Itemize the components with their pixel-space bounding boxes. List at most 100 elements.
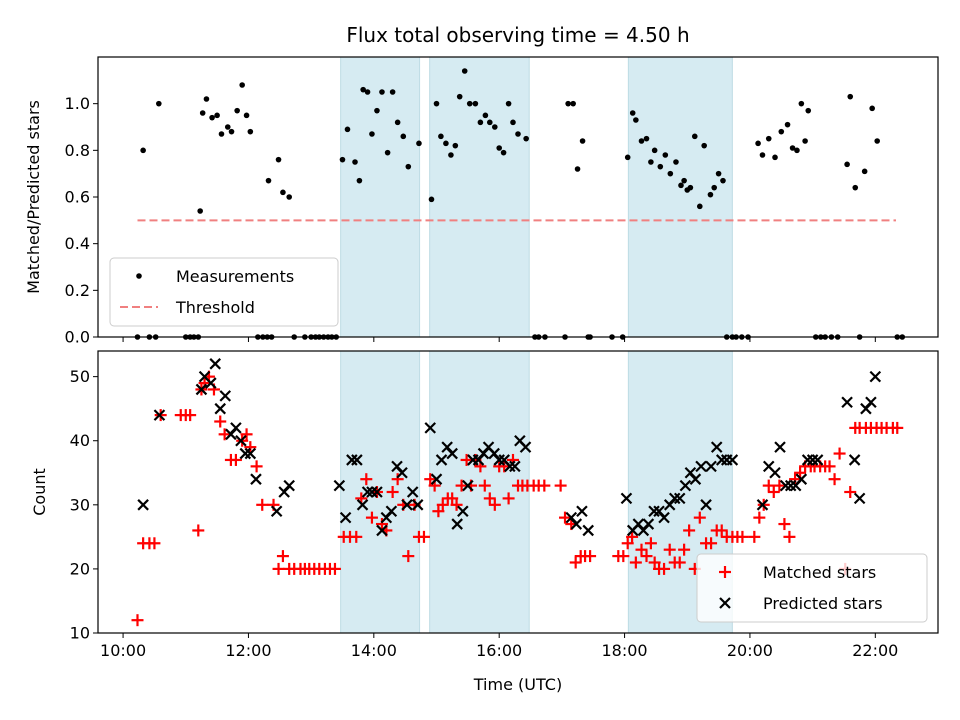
matched-star-point xyxy=(748,530,761,543)
predicted-star-point xyxy=(385,505,398,518)
predicted-star-point xyxy=(700,499,712,511)
matched-star-point xyxy=(450,498,463,511)
matched-star-point xyxy=(478,479,491,492)
predicted-star-point xyxy=(806,454,819,466)
ratio-ylabel: Matched/Predicted stars xyxy=(24,100,43,294)
matched-star-point xyxy=(683,524,696,537)
matched-star-point xyxy=(559,511,572,524)
predicted-star-point xyxy=(424,422,437,434)
ratio-legend-box xyxy=(109,257,339,327)
measurement-point xyxy=(156,100,162,107)
predicted-star-point xyxy=(356,499,369,511)
legend-measurements-label: Measurements xyxy=(176,267,294,286)
matched-star-point xyxy=(823,460,836,473)
predicted-star-point xyxy=(853,492,866,505)
predicted-star-point xyxy=(351,454,363,466)
matched-star-point xyxy=(365,511,378,524)
measurement-point xyxy=(784,121,791,128)
predicted-star-point xyxy=(250,473,262,485)
predicted-star-point xyxy=(519,441,532,453)
matched-star-point xyxy=(488,498,501,511)
predicted-star-point xyxy=(401,499,413,511)
predicted-star-point xyxy=(774,441,786,453)
predicted-star-point xyxy=(756,499,769,511)
matched-star-point xyxy=(184,409,197,422)
ratio-shaded-window-0 xyxy=(340,56,421,338)
matched-star-point xyxy=(276,550,289,563)
measurement-point xyxy=(678,182,684,189)
matched-star-point xyxy=(626,530,639,543)
measurement-point xyxy=(374,107,380,114)
measurement-point xyxy=(394,119,401,126)
ratio-ytick-label: 0.6 xyxy=(65,188,90,207)
matched-star-point xyxy=(538,479,551,492)
count-ytick-label: 40 xyxy=(70,431,90,450)
measurement-point xyxy=(691,133,698,140)
matched-star-point xyxy=(436,498,449,511)
measurement-point xyxy=(715,170,722,177)
measurement-point xyxy=(405,163,412,170)
measurement-point xyxy=(772,154,778,161)
measurement-point xyxy=(624,154,631,161)
predicted-star-point xyxy=(153,409,166,421)
matched-star-point xyxy=(773,479,786,492)
measurement-point xyxy=(707,191,714,198)
matched-star-point xyxy=(386,486,399,498)
ratio-marks xyxy=(134,68,906,340)
matched-star-point xyxy=(736,530,749,543)
measurement-point xyxy=(486,119,493,126)
matched-star-point xyxy=(192,524,205,537)
predicted-star-point xyxy=(493,454,505,466)
predicted-star-point xyxy=(705,460,717,473)
measurement-point xyxy=(203,96,210,102)
measurement-point xyxy=(247,128,254,135)
predicted-star-point xyxy=(361,486,374,498)
measurement-point xyxy=(565,100,571,107)
measurement-point xyxy=(234,107,240,114)
measurement-point xyxy=(701,142,707,149)
count-xtick-label: 12:00 xyxy=(225,641,271,660)
matched-star-point xyxy=(360,473,373,486)
matched-star-point xyxy=(678,543,691,556)
count-ytick-label: 50 xyxy=(70,367,90,386)
ratio-ytick-label: 0.8 xyxy=(65,141,90,160)
count-ytick-label: 20 xyxy=(70,559,90,578)
predicted-star-point xyxy=(784,479,797,492)
predicted-star-point xyxy=(435,454,448,466)
predicted-star-point xyxy=(451,518,463,530)
predicted-star-point xyxy=(576,505,588,518)
matched-star-point xyxy=(753,511,766,524)
predicted-star-point xyxy=(715,454,728,466)
measurement-point xyxy=(275,156,282,163)
count-xtick-label: 10:00 xyxy=(100,641,146,660)
measurement-point xyxy=(696,203,703,210)
measurement-point xyxy=(662,152,669,158)
matched-star-point xyxy=(762,479,775,492)
matched-star-point xyxy=(424,473,437,486)
measurement-point xyxy=(364,89,371,95)
count-marks xyxy=(131,358,904,627)
measurement-point xyxy=(755,140,761,147)
matched-star-point xyxy=(621,537,634,550)
predicted-star-point xyxy=(509,460,521,473)
matched-star-point xyxy=(891,421,904,434)
measurement-point xyxy=(482,112,489,119)
count-panel-frame xyxy=(97,350,939,634)
measurement-point xyxy=(574,166,581,172)
predicted-star-point xyxy=(570,518,583,530)
predicted-star-point xyxy=(658,511,670,524)
predicted-star-point xyxy=(195,383,208,396)
matched-star-point xyxy=(256,498,269,511)
measurement-point xyxy=(789,145,796,151)
predicted-star-point xyxy=(462,479,474,492)
chart-title: Flux total observing time = 4.50 h xyxy=(346,23,689,47)
matched-star-point xyxy=(417,530,430,543)
measurement-point xyxy=(500,149,507,156)
measurement-point xyxy=(496,145,502,151)
matched-star-point xyxy=(789,473,802,486)
count-shaded-window-1 xyxy=(429,350,530,634)
count-xtick-label: 14:00 xyxy=(351,641,397,660)
predicted-star-point xyxy=(396,466,408,479)
count-ytick-label: 30 xyxy=(70,495,90,514)
